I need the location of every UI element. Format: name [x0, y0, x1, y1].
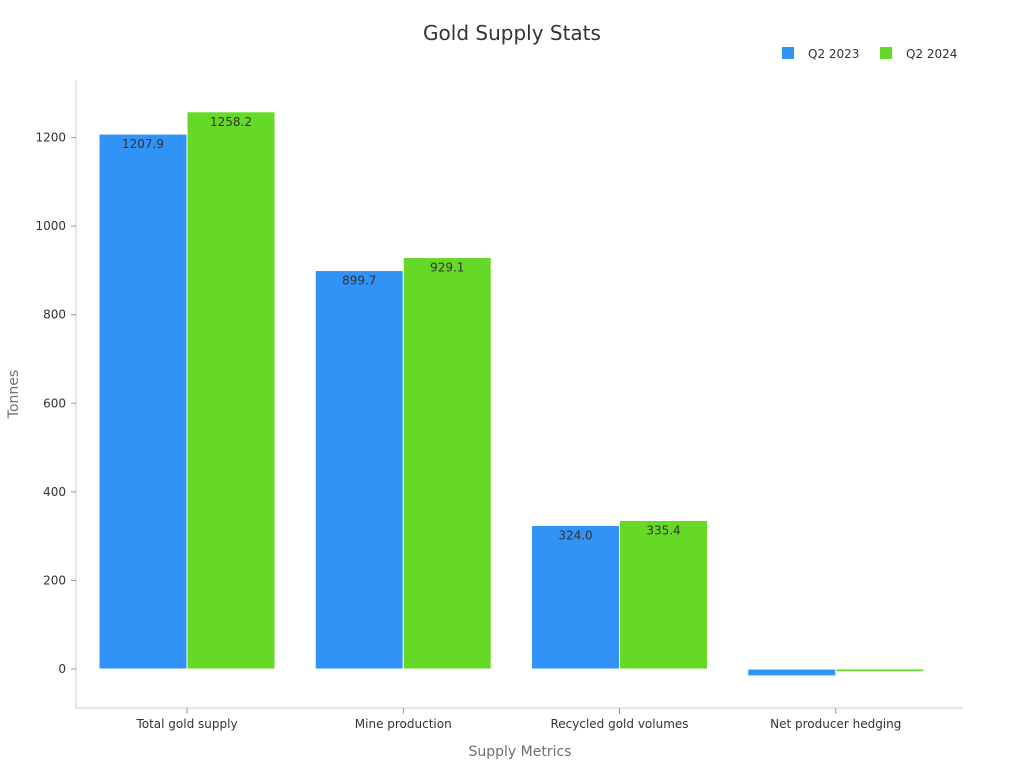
y-tick-label: 1200 [35, 131, 66, 145]
bar-1-0 [314, 270, 404, 670]
x-axis: Total gold supply Mine production Recycled… [135, 708, 901, 731]
y-tick-label: 400 [43, 485, 66, 499]
bar-0-1 [186, 111, 276, 670]
value-label: 1258.2 [210, 115, 252, 129]
bar-0-0 [98, 133, 188, 670]
value-label: 929.1 [430, 261, 464, 275]
y-tick-label: 600 [43, 396, 66, 410]
plot-area: 1207.9 1258.2 899.7 929.1 324.0 335.4 [98, 111, 925, 677]
x-axis-title: Supply Metrics [469, 744, 572, 760]
bar-3-0 [747, 668, 837, 677]
legend-label: Q2 2023 [808, 47, 859, 61]
x-tick-label: Mine production [355, 717, 452, 731]
bar-2-1 [619, 519, 708, 670]
value-label: 324.0 [558, 529, 592, 543]
x-tick-label: Net producer hedging [770, 717, 901, 731]
bar-1-1 [402, 257, 492, 670]
legend-label: Q2 2024 [906, 47, 957, 61]
y-tick-label: 0 [58, 662, 66, 676]
y-axis-title: Tonnes [6, 370, 22, 419]
bar-3-1 [835, 668, 925, 673]
legend-swatch [782, 47, 794, 59]
value-label: 899.7 [342, 274, 376, 288]
legend-swatch [880, 47, 892, 59]
bar-2-0 [531, 525, 620, 670]
value-label: 335.4 [646, 523, 680, 537]
y-tick-label: 800 [43, 308, 66, 322]
y-tick-label: 1000 [35, 219, 66, 233]
value-label: 1207.9 [122, 137, 164, 151]
legend: Q2 2023 Q2 2024 [782, 47, 957, 61]
x-tick-label: Total gold supply [135, 717, 237, 731]
y-axis: 0 200 400 600 800 1000 1200 [35, 131, 76, 676]
x-tick-label: Recycled gold volumes [550, 717, 688, 731]
y-tick-label: 200 [43, 573, 66, 587]
chart-title: Gold Supply Stats [423, 21, 601, 45]
